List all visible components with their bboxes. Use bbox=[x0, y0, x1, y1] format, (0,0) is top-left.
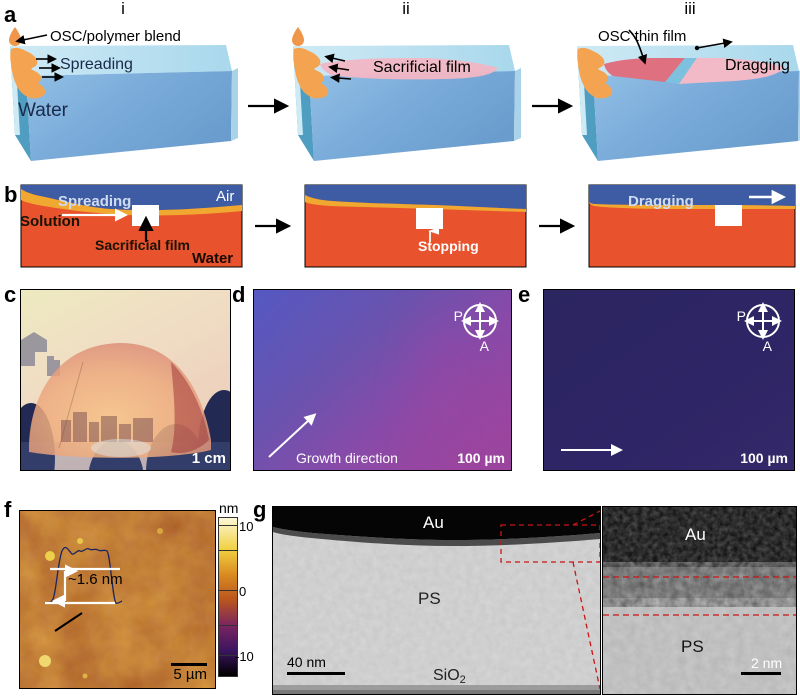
svg-text:iii: iii bbox=[684, 0, 695, 18]
svg-text:ii: ii bbox=[402, 0, 410, 18]
svg-text:i: i bbox=[121, 0, 125, 18]
